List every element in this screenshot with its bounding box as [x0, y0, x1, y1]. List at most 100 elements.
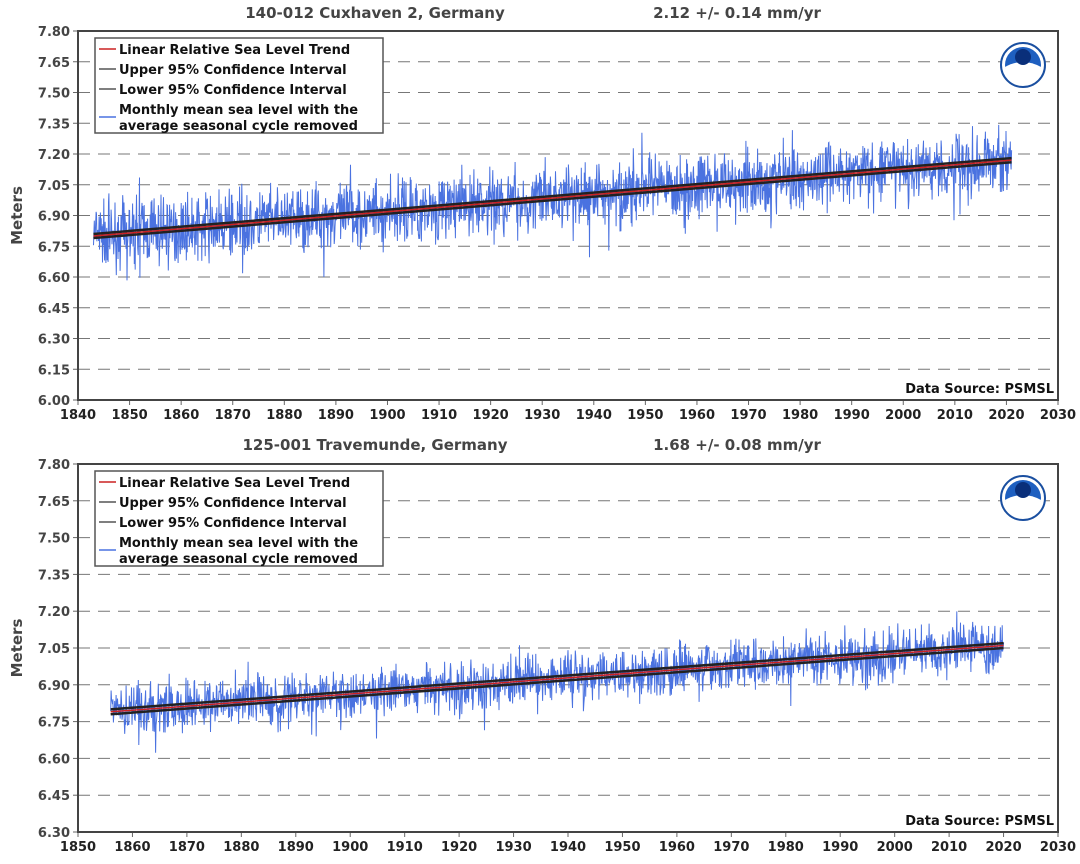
x-tick-label: 1990 — [834, 408, 870, 423]
trend-line — [110, 644, 1004, 713]
x-tick-label: 1930 — [524, 408, 560, 423]
trend-rate: 2.12 +/- 0.14 mm/yr — [653, 4, 821, 22]
x-tick-label: 1990 — [822, 840, 858, 855]
legend-label: Monthly mean sea level with the — [119, 536, 358, 551]
x-tick-label: 1940 — [576, 408, 612, 423]
x-tick-label: 1980 — [768, 840, 804, 855]
y-axis-label: Meters — [8, 619, 26, 678]
x-tick-label: 1950 — [604, 840, 640, 855]
noaa-logo-icon — [1000, 42, 1046, 88]
legend-label: average seasonal cycle removed — [119, 552, 358, 567]
y-tick-label: 6.60 — [38, 271, 70, 286]
data-source-label: Data Source: PSMSL — [905, 814, 1054, 829]
x-tick-label: 1910 — [387, 840, 423, 855]
x-tick-label: 1890 — [278, 840, 314, 855]
x-tick-label: 2010 — [931, 840, 967, 855]
x-tick-label: 2000 — [877, 840, 913, 855]
x-tick-label: 1920 — [473, 408, 509, 423]
x-tick-label: 2030 — [1040, 840, 1076, 855]
legend-label: average seasonal cycle removed — [119, 119, 358, 134]
lower-ci-line — [93, 160, 1012, 240]
legend-label: Lower 95% Confidence Interval — [119, 83, 347, 98]
y-tick-label: 7.20 — [38, 605, 70, 620]
chart-title: 140-012 Cuxhaven 2, Germany — [245, 4, 505, 22]
x-tick-label: 1900 — [369, 408, 405, 423]
x-tick-label: 1910 — [421, 408, 457, 423]
legend-box — [94, 37, 384, 134]
x-tick-label: 1980 — [782, 408, 818, 423]
y-tick-label: 6.45 — [38, 302, 70, 317]
x-tick-label: 1880 — [223, 840, 259, 855]
legend-box — [94, 470, 384, 567]
plot-border — [77, 30, 1059, 401]
y-tick-label: 6.90 — [38, 679, 70, 694]
x-tick-label: 1940 — [550, 840, 586, 855]
chart-0: 140-012 Cuxhaven 2, Germany 2.12 +/- 0.14… — [8, 4, 1076, 423]
x-tick-label: 1960 — [679, 408, 715, 423]
x-tick-label: 2020 — [985, 840, 1021, 855]
legend-label: Monthly mean sea level with the — [119, 103, 358, 118]
y-tick-label: 7.65 — [38, 495, 70, 510]
legend-label: Upper 95% Confidence Interval — [119, 63, 347, 78]
y-tick-label: 7.50 — [38, 87, 70, 102]
y-tick-label: 7.20 — [38, 148, 70, 163]
y-tick-label: 6.75 — [38, 716, 70, 731]
y-tick-label: 6.45 — [38, 789, 70, 804]
y-tick-label: 6.30 — [38, 826, 70, 841]
x-tick-label: 2020 — [988, 408, 1024, 423]
upper-ci-line — [110, 641, 1004, 711]
x-tick-label: 1960 — [659, 840, 695, 855]
y-tick-label: 6.90 — [38, 210, 70, 225]
y-tick-label: 6.75 — [38, 240, 70, 255]
legend: Linear Relative Sea Level Trend Upper 95%… — [94, 37, 384, 134]
x-tick-label: 1860 — [114, 840, 150, 855]
legend: Linear Relative Sea Level Trend Upper 95%… — [94, 470, 384, 567]
chart-1: 125-001 Travemunde, Germany 1.68 +/- 0.08… — [8, 436, 1076, 855]
x-tick-label: 2010 — [937, 408, 973, 423]
x-tick-label: 1890 — [318, 408, 354, 423]
trend-line — [93, 159, 1012, 237]
x-tick-label: 1870 — [169, 840, 205, 855]
x-tick-label: 1920 — [441, 840, 477, 855]
x-tick-label: 1950 — [627, 408, 663, 423]
x-tick-label: 2000 — [885, 408, 921, 423]
trend-rate: 1.68 +/- 0.08 mm/yr — [653, 436, 821, 454]
x-tick-label: 1860 — [163, 408, 199, 423]
monthly-mean-series — [110, 611, 1005, 753]
y-tick-label: 6.30 — [38, 333, 70, 348]
x-tick-label: 1900 — [332, 840, 368, 855]
noaa-logo-icon — [1000, 475, 1046, 521]
y-tick-label: 7.35 — [38, 117, 70, 132]
y-tick-label: 7.05 — [38, 642, 70, 657]
x-tick-label: 1840 — [60, 408, 96, 423]
monthly-mean-series — [93, 124, 1013, 281]
y-tick-label: 6.60 — [38, 752, 70, 767]
legend-label: Linear Relative Sea Level Trend — [119, 43, 350, 58]
y-tick-label: 6.15 — [38, 363, 70, 378]
x-tick-label: 1970 — [713, 840, 749, 855]
y-axis-label: Meters — [8, 186, 26, 245]
x-tick-label: 1870 — [215, 408, 251, 423]
y-tick-label: 7.35 — [38, 568, 70, 583]
lower-ci-line — [110, 646, 1004, 716]
x-tick-label: 1850 — [60, 840, 96, 855]
y-tick-label: 7.65 — [38, 56, 70, 71]
y-tick-label: 7.05 — [38, 179, 70, 194]
y-tick-label: 7.80 — [38, 458, 70, 473]
x-tick-label: 2030 — [1040, 408, 1076, 423]
legend-label: Upper 95% Confidence Interval — [119, 496, 347, 511]
plot-border — [77, 463, 1059, 833]
y-tick-label: 7.50 — [38, 532, 70, 547]
chart-title: 125-001 Travemunde, Germany — [242, 436, 507, 454]
data-source-label: Data Source: PSMSL — [905, 382, 1054, 397]
x-tick-label: 1850 — [111, 408, 147, 423]
y-tick-label: 6.00 — [38, 394, 70, 409]
upper-ci-line — [93, 156, 1012, 236]
legend-label: Lower 95% Confidence Interval — [119, 516, 347, 531]
x-tick-label: 1970 — [730, 408, 766, 423]
y-tick-label: 7.80 — [38, 25, 70, 40]
x-tick-label: 1880 — [266, 408, 302, 423]
legend-label: Linear Relative Sea Level Trend — [119, 476, 350, 491]
x-tick-label: 1930 — [495, 840, 531, 855]
